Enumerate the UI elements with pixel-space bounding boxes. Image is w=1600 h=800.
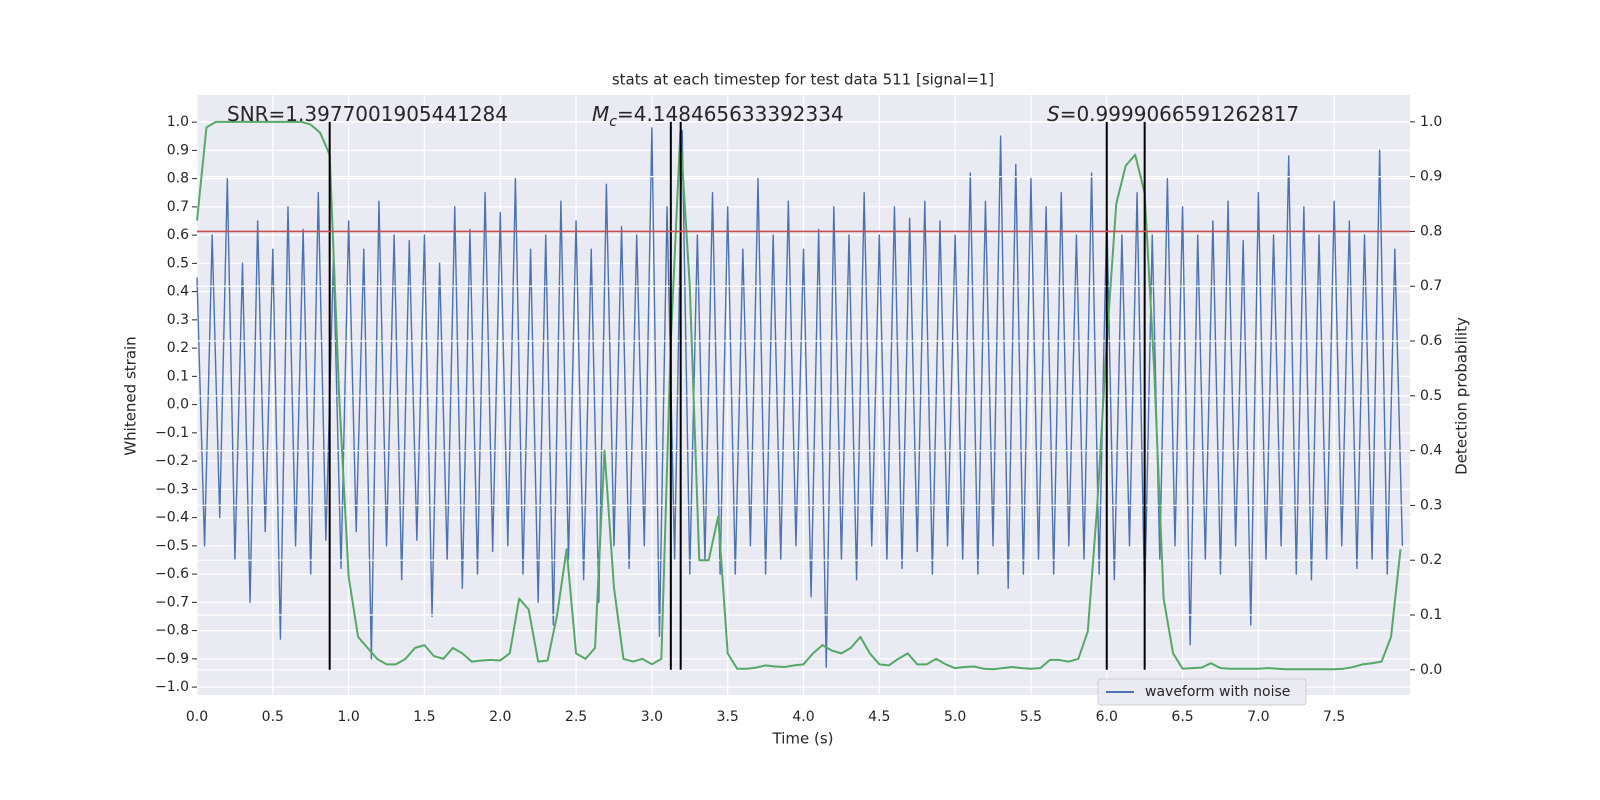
- annotation-text: SNR=1.3977001905441284: [227, 102, 508, 126]
- y-tick-label: 0.0: [167, 397, 189, 413]
- y2-tick-label: 0.5: [1420, 388, 1442, 404]
- y-tick-label: −0.3: [155, 481, 189, 497]
- y-tick-label: −0.2: [155, 453, 189, 469]
- x-tick-label: 0.5: [262, 709, 284, 725]
- data-line: [196, 127, 1404, 669]
- y2-tick-label: 0.3: [1420, 497, 1442, 513]
- annotation: S=0.9999066591262817: [1047, 102, 1299, 126]
- x-tick-label: 7.0: [1247, 709, 1269, 725]
- y-axis-label: Whitened strain: [122, 336, 140, 455]
- y2-tick-label: 0.1: [1420, 607, 1442, 623]
- y-tick-label: −0.6: [155, 566, 189, 582]
- x-tick-label: 7.5: [1323, 709, 1345, 725]
- annotation: SNR=1.3977001905441284: [227, 102, 508, 126]
- x-tick-label: 1.0: [337, 709, 359, 725]
- y-tick-label: −0.5: [155, 538, 189, 554]
- y-tick-label: 0.7: [167, 199, 189, 215]
- y2-tick-label: 0.8: [1420, 223, 1442, 239]
- y2-tick-label: 0.0: [1420, 662, 1442, 678]
- annotation-text: =0.9999066591262817: [1060, 102, 1299, 126]
- y2-tick-label: 0.9: [1420, 169, 1442, 185]
- annotation-subscript: c: [609, 114, 617, 130]
- y2-tick-label: 0.7: [1420, 278, 1442, 294]
- x-tick-label: 4.0: [792, 709, 814, 725]
- annotation-symbol: S: [1047, 102, 1060, 126]
- annotation: Mc=4.148465633392334: [592, 102, 844, 130]
- y-tick-label: 0.6: [167, 227, 189, 243]
- y-tick-label: −1.0: [155, 679, 189, 695]
- x-tick-label: 4.5: [868, 709, 890, 725]
- y-tick-label: 0.8: [167, 171, 189, 187]
- x-tick-label: 3.5: [717, 709, 739, 725]
- y2-tick-label: 0.2: [1420, 552, 1442, 568]
- y-tick-label: 1.0: [167, 114, 189, 130]
- x-tick-label: 3.0: [641, 709, 663, 725]
- y-tick-label: 0.3: [167, 312, 189, 328]
- y2-tick-label: 0.6: [1420, 333, 1442, 349]
- x-tick-label: 2.5: [565, 709, 587, 725]
- y-tick-label: −0.7: [155, 594, 189, 610]
- y2-tick-label: 0.4: [1420, 443, 1442, 459]
- y-tick-label: −0.1: [155, 425, 189, 441]
- x-axis-label: Time (s): [772, 730, 834, 748]
- data-line: [196, 120, 1402, 671]
- y2-axis-label: Detection probability: [1453, 317, 1471, 475]
- y-tick-label: 0.9: [167, 142, 189, 158]
- annotation-text: =4.148465633392334: [617, 102, 844, 126]
- y-tick-label: 0.5: [167, 255, 189, 271]
- x-tick-label: 5.0: [944, 709, 966, 725]
- x-tick-label: 5.5: [1020, 709, 1042, 725]
- annotation-symbol: M: [592, 102, 609, 126]
- chart-title: stats at each timestep for test data 511…: [612, 71, 994, 89]
- y-tick-label: 0.1: [167, 368, 189, 384]
- y-tick-label: 0.2: [167, 340, 189, 356]
- y-tick-label: 0.4: [167, 284, 189, 300]
- x-tick-label: 6.0: [1096, 709, 1118, 725]
- y-tick-label: −0.8: [155, 623, 189, 639]
- legend-label: waveform with noise: [1145, 684, 1290, 700]
- x-tick-label: 6.5: [1171, 709, 1193, 725]
- y-tick-label: −0.4: [155, 510, 189, 526]
- y-tick-label: −0.9: [155, 651, 189, 667]
- x-tick-label: 1.5: [413, 709, 435, 725]
- legend-box: [1097, 678, 1307, 706]
- x-tick-label: 2.0: [489, 709, 511, 725]
- x-tick-label: 0.0: [186, 709, 208, 725]
- y2-tick-label: 1.0: [1420, 114, 1442, 130]
